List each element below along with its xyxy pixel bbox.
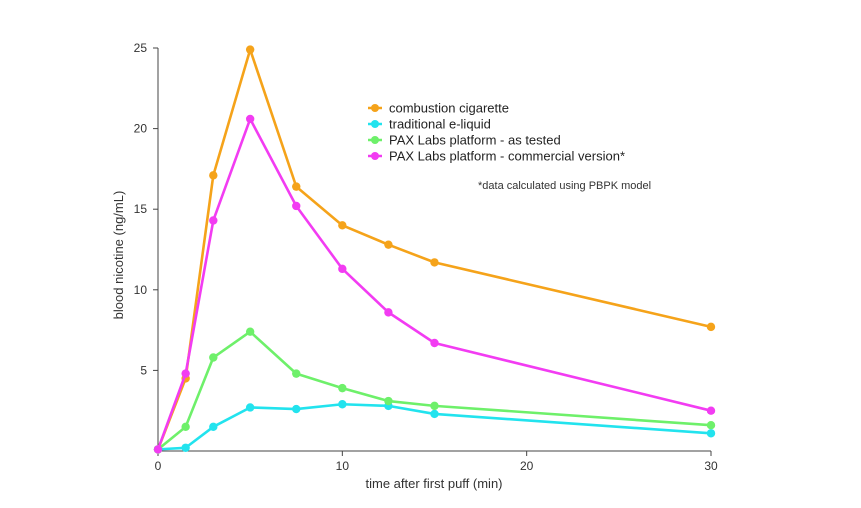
data-point <box>430 409 439 419</box>
data-point <box>245 403 255 412</box>
data-point <box>181 369 190 378</box>
legend-item: PAX Labs platform - commercial version* <box>368 149 625 164</box>
y-tick-label: 10 <box>134 283 148 297</box>
data-point <box>338 400 347 409</box>
y-tick-label: 15 <box>134 202 148 216</box>
y-tick-label: 20 <box>134 122 148 136</box>
data-point <box>430 401 439 411</box>
data-point <box>384 308 393 317</box>
data-point <box>153 445 163 454</box>
data-point <box>209 216 218 225</box>
data-point <box>338 221 347 230</box>
data-point <box>181 443 190 452</box>
legend-item: PAX Labs platform - as tested <box>368 133 561 148</box>
data-point <box>209 171 218 180</box>
legend-label: PAX Labs platform - commercial version* <box>389 149 625 164</box>
data-point <box>706 406 716 415</box>
data-point <box>706 421 716 430</box>
footnote: *data calculated using PBPK model <box>478 180 651 192</box>
x-tick-label: 0 <box>155 459 162 473</box>
data-point <box>384 396 393 406</box>
legend-item: combustion cigarette <box>368 101 509 116</box>
data-point <box>245 114 255 124</box>
data-point <box>245 45 255 54</box>
data-point <box>292 201 301 211</box>
legend-item: traditional e-liquid <box>368 117 491 132</box>
y-tick-label: 5 <box>140 363 147 377</box>
axes <box>157 48 711 452</box>
data-point <box>430 338 439 348</box>
data-point <box>292 182 301 191</box>
legend-swatch-marker <box>371 120 379 128</box>
data-point <box>245 327 255 336</box>
legend-label: PAX Labs platform - as tested <box>389 133 561 148</box>
x-axis-title: time after first puff (min) <box>365 476 502 491</box>
series-line <box>156 117 712 450</box>
legend-label: traditional e-liquid <box>389 117 491 132</box>
data-point <box>181 422 190 432</box>
y-tick-label: 25 <box>134 41 148 55</box>
data-point <box>292 404 301 414</box>
x-ticks: 0 10 20 30 <box>155 451 718 473</box>
data-point <box>384 240 393 249</box>
x-tick-label: 30 <box>704 459 718 473</box>
legend-swatch-marker <box>371 136 379 144</box>
series-layer <box>153 45 716 454</box>
y-ticks: 5 10 15 20 25 <box>134 41 158 377</box>
legend-swatch-marker <box>371 152 379 160</box>
legend-label: combustion cigarette <box>389 101 509 116</box>
data-point <box>209 422 218 432</box>
x-tick-label: 20 <box>520 459 534 473</box>
y-axis-title: blood nicotine (ng/mL) <box>111 191 126 320</box>
data-point <box>209 353 218 362</box>
data-point <box>338 383 347 393</box>
data-point <box>292 369 301 378</box>
legend-swatch-marker <box>371 104 379 112</box>
data-point <box>430 258 439 267</box>
data-point <box>706 429 716 438</box>
data-point <box>706 322 716 332</box>
series-4 <box>153 114 716 454</box>
x-tick-label: 10 <box>336 459 350 473</box>
data-point <box>338 264 347 274</box>
